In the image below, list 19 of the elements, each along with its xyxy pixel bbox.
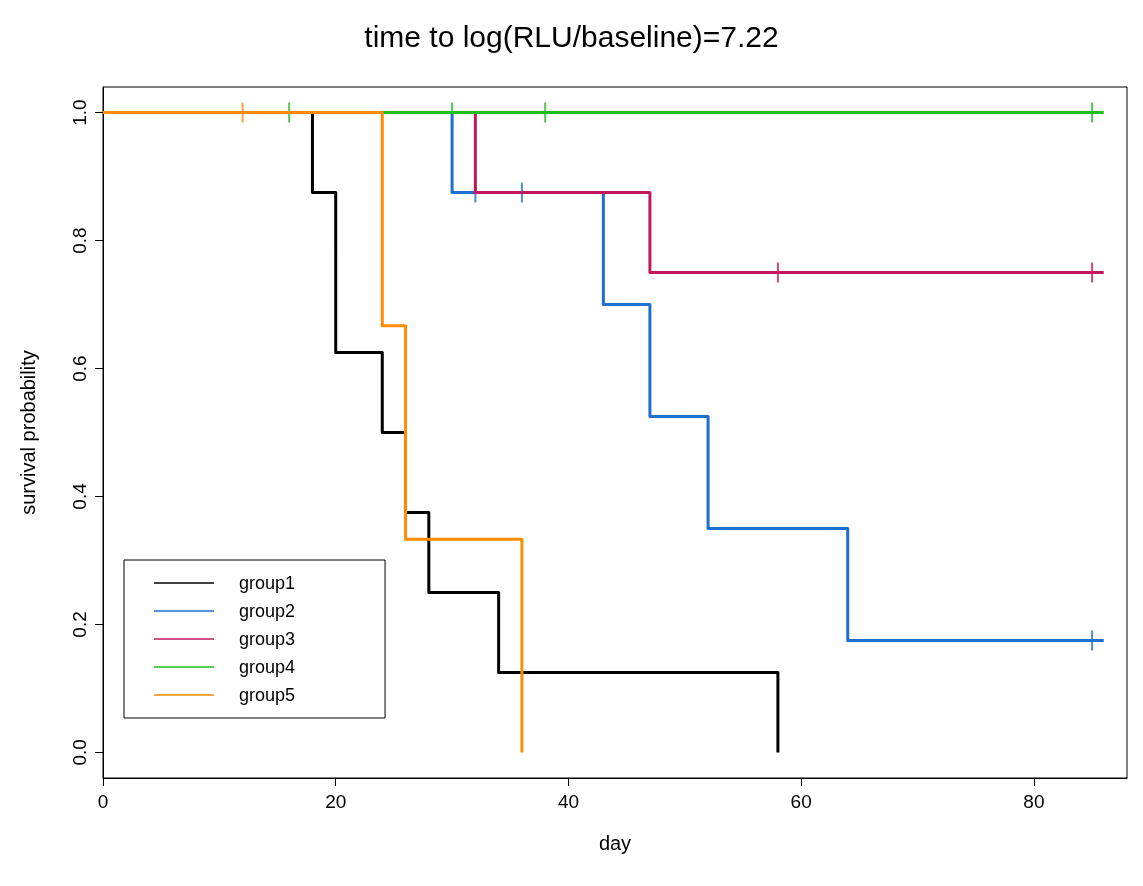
legend-label: group1 xyxy=(239,573,296,593)
y-tick-label: 0.4 xyxy=(69,482,90,510)
legend-label: group3 xyxy=(239,629,296,649)
y-tick-label: 1.0 xyxy=(69,99,90,126)
x-tick-label: 0 xyxy=(97,791,109,812)
x-tick-label: 80 xyxy=(1023,791,1045,812)
legend-label: group5 xyxy=(239,685,296,705)
legend-label: group4 xyxy=(239,657,296,677)
y-axis-title: survival probability xyxy=(17,350,39,515)
x-tick-label: 40 xyxy=(557,791,580,812)
x-tick-label: 20 xyxy=(325,791,347,812)
chart-title: time to log(RLU/baseline)=7.22 xyxy=(364,19,779,53)
y-tick-label: 0.2 xyxy=(69,611,90,638)
legend-label: group2 xyxy=(239,601,296,621)
x-axis-title: day xyxy=(598,832,632,854)
y-tick-label: 0.0 xyxy=(69,739,90,766)
y-tick-label: 0.6 xyxy=(69,355,90,382)
y-tick-label: 0.8 xyxy=(69,227,90,254)
x-tick-label: 60 xyxy=(790,791,812,812)
